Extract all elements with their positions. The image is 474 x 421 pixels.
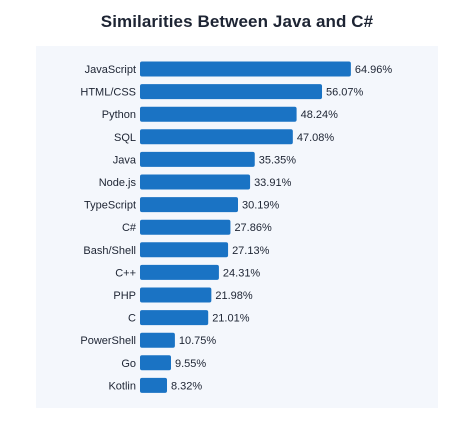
- chart-title: Similarities Between Java and C#: [100, 12, 374, 31]
- value-label: 27.13%: [232, 245, 270, 257]
- bar: [140, 287, 212, 303]
- bar: [140, 377, 168, 393]
- bar: [140, 61, 351, 77]
- value-label: 48.24%: [301, 109, 339, 121]
- bar: [140, 174, 251, 190]
- value-label: 24.31%: [223, 267, 261, 279]
- category-label: C#: [122, 222, 137, 234]
- category-label: Bash/Shell: [83, 245, 136, 257]
- category-label: Go: [121, 358, 136, 370]
- value-label: 33.91%: [254, 177, 292, 189]
- bar: [140, 151, 255, 167]
- bar: [140, 310, 209, 326]
- category-label: Node.js: [99, 177, 137, 189]
- bar: [140, 242, 229, 258]
- category-label: TypeScript: [84, 200, 136, 212]
- category-label: C: [128, 313, 136, 325]
- category-label: HTML/CSS: [80, 87, 136, 99]
- bar: [140, 264, 219, 280]
- category-label: Kotlin: [108, 380, 136, 392]
- bar: [140, 84, 323, 100]
- bar: [140, 106, 297, 122]
- value-label: 64.96%: [355, 64, 393, 76]
- bar: [140, 355, 172, 371]
- bar: [140, 332, 175, 348]
- category-label: PowerShell: [80, 335, 136, 347]
- value-label: 21.98%: [215, 290, 253, 302]
- value-label: 30.19%: [242, 200, 280, 212]
- chart-panel: [36, 46, 438, 408]
- value-label: 8.32%: [171, 380, 202, 392]
- category-label: Java: [113, 154, 137, 166]
- value-label: 21.01%: [212, 313, 250, 325]
- category-label: PHP: [113, 290, 136, 302]
- bar: [140, 219, 231, 235]
- category-label: JavaScript: [85, 64, 136, 76]
- category-label: C++: [115, 267, 136, 279]
- value-label: 27.86%: [234, 222, 272, 234]
- category-label: SQL: [114, 132, 136, 144]
- bar: [140, 197, 239, 213]
- category-label: Python: [102, 109, 136, 121]
- value-label: 47.08%: [297, 132, 335, 144]
- value-label: 9.55%: [175, 358, 206, 370]
- value-label: 35.35%: [259, 154, 297, 166]
- value-label: 10.75%: [179, 335, 217, 347]
- value-label: 56.07%: [326, 87, 364, 99]
- bar: [140, 129, 293, 145]
